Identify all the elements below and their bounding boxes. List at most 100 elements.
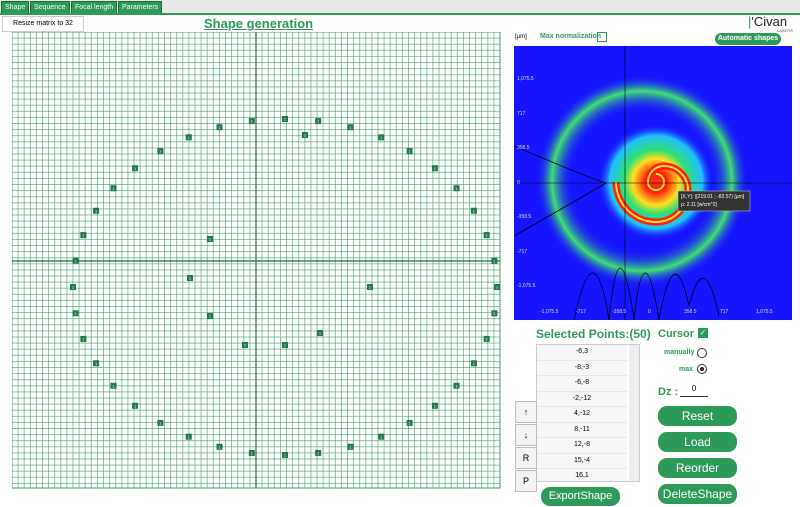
grid-marker[interactable]	[187, 275, 193, 281]
export-button[interactable]: ExportShape	[541, 487, 620, 506]
grid-marker[interactable]	[80, 232, 87, 239]
grid-marker[interactable]	[282, 116, 288, 122]
grid-marker[interactable]	[483, 232, 490, 239]
automatic-shapes-button[interactable]: Automatic shapes	[715, 33, 781, 45]
grid-marker[interactable]	[185, 433, 192, 440]
grid-marker-label: 1	[434, 403, 437, 408]
grid-marker[interactable]	[431, 402, 438, 409]
point-item[interactable]: -6,-8	[537, 376, 627, 392]
grid-marker[interactable]	[317, 330, 323, 336]
grid-marker-label: 1	[380, 135, 383, 140]
side-button[interactable]: ↓	[515, 424, 537, 446]
point-item[interactable]: 12,-8	[537, 438, 627, 454]
grid-marker[interactable]	[216, 124, 223, 131]
grid-marker[interactable]	[157, 148, 164, 155]
control-button[interactable]: Reset	[658, 406, 737, 426]
grid-marker[interactable]	[302, 132, 308, 138]
grid-marker[interactable]	[406, 148, 413, 155]
y-tick-label: -717	[517, 248, 528, 255]
control-button[interactable]: DeleteShape	[658, 484, 737, 504]
spiral-core	[615, 164, 690, 224]
side-button[interactable]: ↑	[515, 401, 537, 423]
point-item[interactable]: 16,1	[537, 469, 627, 481]
grid-marker[interactable]	[378, 134, 385, 141]
grid-marker[interactable]	[347, 443, 354, 450]
grid-marker[interactable]	[207, 236, 213, 242]
side-button[interactable]: P	[515, 470, 537, 492]
grid-marker-label: 1	[284, 343, 287, 348]
max-radio[interactable]	[697, 364, 707, 374]
grid-marker[interactable]	[494, 284, 500, 290]
grid-marker[interactable]	[242, 342, 248, 348]
grid-marker[interactable]	[470, 207, 477, 214]
points-title: Selected Points:(50)	[536, 327, 651, 341]
grid-marker[interactable]	[207, 313, 213, 319]
max-normalization-checkbox[interactable]	[597, 32, 607, 42]
grid-marker-label: 1	[473, 208, 476, 213]
grid-marker[interactable]	[491, 257, 498, 264]
grid-marker-label: 1	[82, 337, 85, 342]
point-item[interactable]: -2,-12	[537, 391, 627, 407]
grid-marker[interactable]	[367, 284, 373, 290]
grid-marker-label: 1	[304, 133, 307, 138]
grid-marker[interactable]	[132, 402, 139, 409]
grid-marker[interactable]	[93, 207, 100, 214]
grid-marker-label: 1	[319, 331, 322, 336]
resize-button[interactable]: Resize matrix to 32	[2, 16, 84, 32]
grid-marker[interactable]	[491, 310, 498, 317]
max-label: max	[679, 366, 694, 373]
grid-marker[interactable]	[185, 134, 192, 141]
grid-marker[interactable]	[93, 360, 100, 367]
grid-marker[interactable]	[72, 257, 79, 264]
point-item[interactable]: 4,-12	[537, 407, 627, 423]
dz-label: Dz :	[658, 386, 679, 398]
grid-marker[interactable]	[80, 335, 87, 342]
grid-marker[interactable]	[406, 419, 413, 426]
control-button[interactable]: Load	[658, 432, 737, 452]
side-button[interactable]: R	[515, 447, 537, 469]
x-tick-label: 358.5	[684, 309, 697, 315]
grid-marker-label: 1	[486, 337, 489, 342]
shape-grid[interactable]: 1 1 1 1 1 1 1 1 1 1 1 1 1 1 1 1 1 1 1 1 1 1 1 1 1 1 1 1 1 1 1 1 1 1 1 1 1 1 1 1…	[12, 32, 502, 490]
grid-marker[interactable]	[132, 165, 139, 172]
grid-marker-label: 1	[159, 149, 162, 154]
grid-marker[interactable]	[431, 165, 438, 172]
point-item[interactable]: -8,-3	[537, 360, 627, 376]
manually-radio[interactable]	[697, 348, 707, 358]
grid-marker[interactable]	[378, 433, 385, 440]
grid-marker-label: 1	[493, 258, 496, 263]
point-item[interactable]: 15,-4	[537, 453, 627, 469]
scrollbar[interactable]	[629, 345, 639, 481]
grid-marker[interactable]	[315, 449, 322, 456]
grid-marker[interactable]	[70, 284, 76, 290]
point-item[interactable]: -6,3	[537, 345, 627, 361]
grid-marker[interactable]	[282, 342, 288, 348]
grid-marker-label: 1	[408, 149, 411, 154]
grid-marker[interactable]	[282, 452, 288, 458]
x-tick-label: -1,075.5	[540, 309, 559, 315]
grid-marker[interactable]	[248, 449, 255, 456]
grid-marker-label: 1	[473, 361, 476, 366]
profile-y	[514, 145, 607, 237]
points-list[interactable]: -6,3 -8,-3 -6,-8 -2,-12 4,-12 8,-11 12,-8 15,-4…	[536, 344, 640, 482]
grid-marker[interactable]	[110, 185, 117, 192]
grid-marker[interactable]	[483, 335, 490, 342]
tooltip-text: [X,Y]: ([219.01 ; -82.57) [µm] ρ: 2.11 [w…	[681, 193, 744, 209]
dz-input[interactable]: 0	[680, 384, 708, 397]
grid-marker[interactable]	[72, 310, 79, 317]
grid-marker[interactable]	[453, 382, 460, 389]
grid-marker[interactable]	[216, 443, 223, 450]
grid-marker[interactable]	[157, 419, 164, 426]
grid-marker[interactable]	[315, 118, 322, 125]
grid-marker[interactable]	[453, 185, 460, 192]
grid-marker[interactable]	[347, 124, 354, 131]
grid-marker[interactable]	[470, 360, 477, 367]
grid-marker[interactable]	[110, 382, 117, 389]
grid-marker-label: 1	[284, 117, 287, 122]
grid-marker-label: 1	[317, 119, 320, 124]
grid-marker[interactable]	[248, 118, 255, 125]
grid-marker-label: 1	[218, 125, 221, 130]
control-button[interactable]: Reorder	[658, 458, 737, 478]
cursor-checkbox[interactable]: ✓	[698, 328, 708, 338]
point-item[interactable]: 8,-11	[537, 422, 627, 438]
